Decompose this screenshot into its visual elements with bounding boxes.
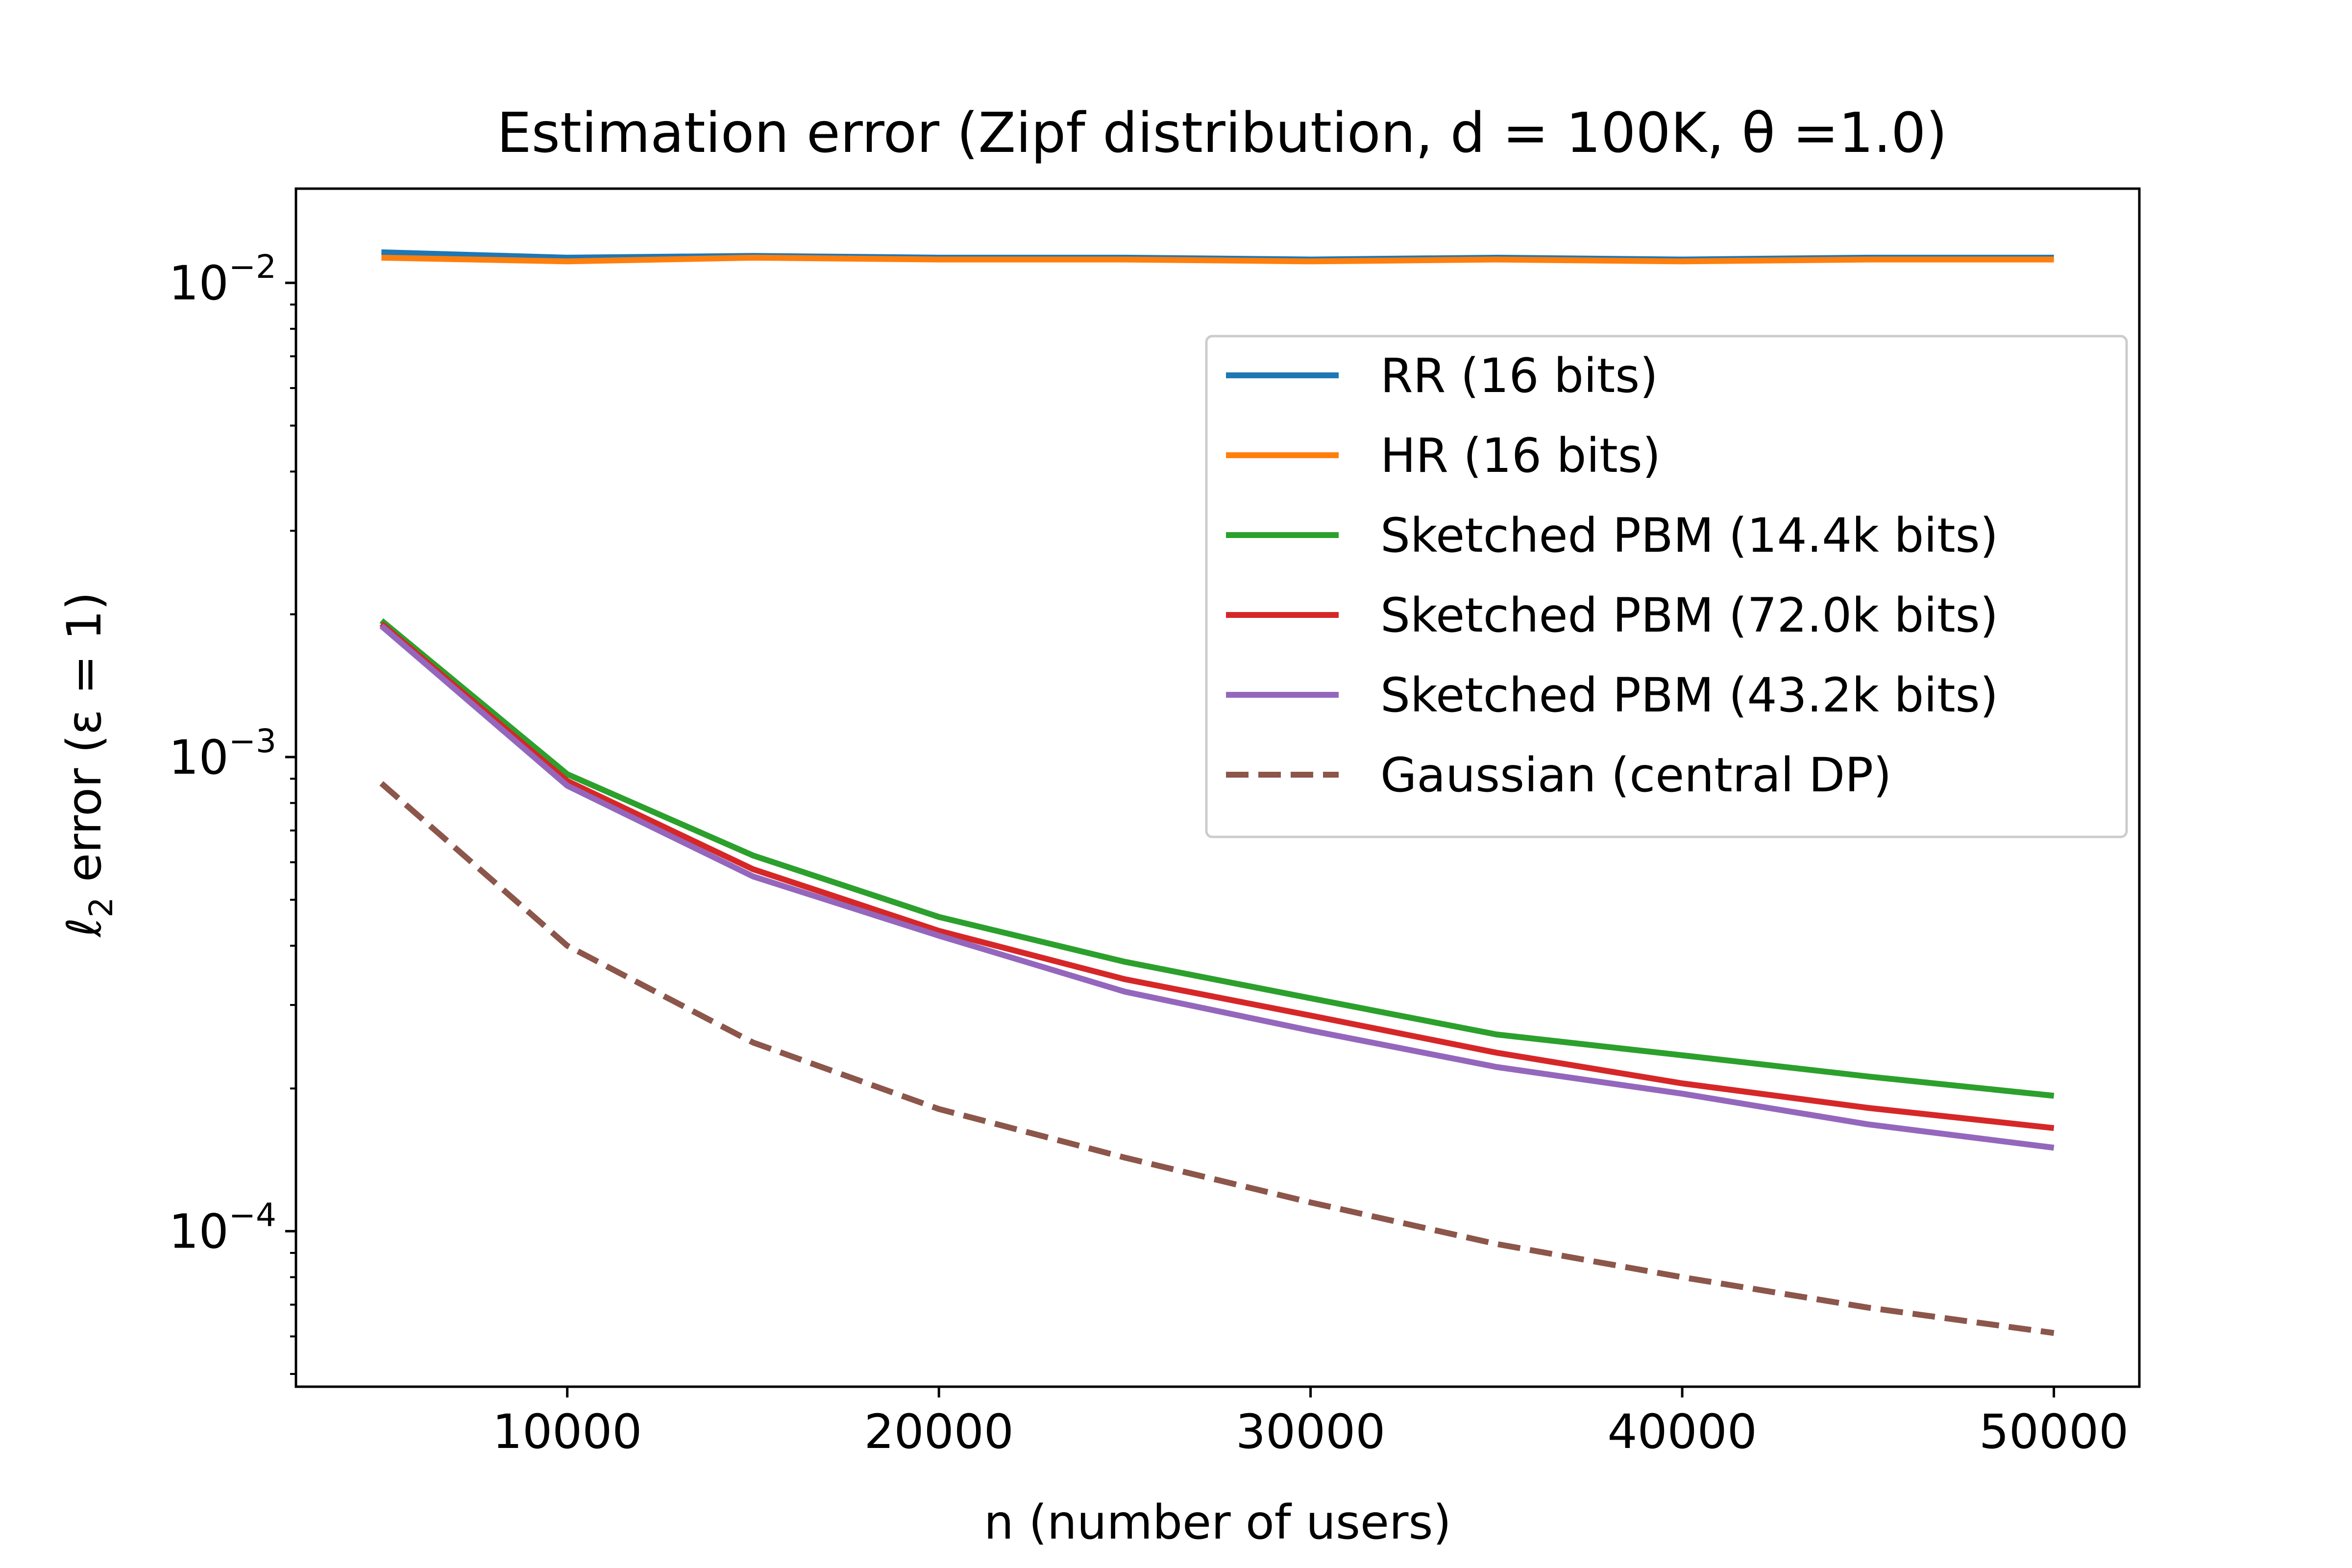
legend: RR (16 bits) HR (16 bits) Sketched PBM (14… <box>1205 335 2128 838</box>
y-tick-label: 10−2 <box>169 248 276 311</box>
y-axis-label-ell: ℓ <box>57 918 112 938</box>
y-axis: 10−2 10−3 10−4 <box>169 248 296 1375</box>
series-line-4 <box>379 621 2055 1131</box>
legend-label: HR (16 bits) <box>1380 428 1661 483</box>
y-tick-label: 10−4 <box>169 1197 276 1259</box>
y-axis-label-sub: 2 <box>82 897 120 918</box>
plot-frame <box>294 187 2141 1388</box>
plot-series <box>379 249 2055 1336</box>
legend-label: Sketched PBM (72.0k bits) <box>1380 588 1998 643</box>
x-tick-label: 20000 <box>864 1404 1013 1459</box>
legend-label: Sketched PBM (14.4k bits) <box>1380 508 1998 563</box>
x-tick-label: 10000 <box>492 1404 642 1459</box>
x-axis-label: n (number of users) <box>984 1495 1451 1550</box>
series-line-2 <box>381 254 2054 265</box>
y-axis-label: ℓ2 error (ε = 1) <box>57 592 120 938</box>
x-axis: 10000 20000 30000 40000 50000 <box>492 1387 2129 1459</box>
series-line-6 <box>379 781 2055 1336</box>
legend-label: Gaussian (central DP) <box>1380 748 1891 803</box>
legend-label: Sketched PBM (43.2k bits) <box>1380 668 1998 723</box>
y-tick-label: 10−3 <box>169 722 276 785</box>
x-tick-label: 50000 <box>1979 1404 2129 1459</box>
legend-box <box>1205 335 2128 838</box>
legend-label: RR (16 bits) <box>1380 348 1658 403</box>
x-tick-label: 30000 <box>1236 1404 1385 1459</box>
series-line-5 <box>379 623 2055 1151</box>
y-axis-label-rest: error (ε = 1) <box>57 592 112 897</box>
x-tick-label: 40000 <box>1607 1404 1757 1459</box>
series-line-3 <box>379 618 2055 1099</box>
chart-title: Estimation error (Zipf distribution, d =… <box>497 101 1947 165</box>
